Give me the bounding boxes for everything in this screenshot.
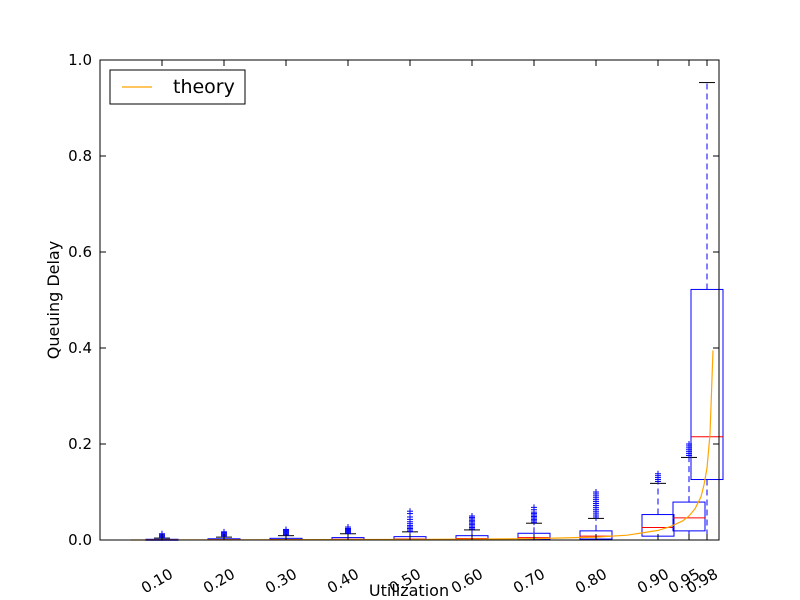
legend: theory <box>109 69 246 105</box>
y-tick-label: 0.4 <box>68 339 92 357</box>
box <box>672 501 706 532</box>
outlier-point <box>593 489 599 495</box>
legend-label-theory: theory <box>173 76 235 98</box>
y-axis: 0.0 0.2 0.4 0.6 0.8 1.0 <box>68 51 719 549</box>
box-group <box>641 470 675 541</box>
outlier-point <box>407 508 413 515</box>
x-tick-label: 0.40 <box>324 565 362 597</box>
x-tick-label: 0.30 <box>262 565 300 597</box>
y-tick-label: 0.2 <box>68 435 92 453</box>
box-group <box>672 441 706 541</box>
box <box>641 514 675 537</box>
y-tick-label: 0.8 <box>68 147 92 165</box>
plot-frame <box>99 59 720 541</box>
y-axis-label: Queuing Delay <box>44 241 63 359</box>
x-axis: 0.10 0.20 0.30 0.40 0.50 0.60 0.70 0.80 0.900.95… <box>138 60 721 597</box>
legend-frame <box>109 69 246 105</box>
x-tick-label: 0.80 <box>572 565 610 597</box>
x-axis-label: Utilization <box>369 581 449 600</box>
plot-marks <box>130 82 724 541</box>
x-tick-label: 0.10 <box>138 565 176 597</box>
x-tick-label: 0.60 <box>448 565 486 597</box>
box <box>690 288 724 481</box>
y-tick-label: 0.0 <box>68 531 92 549</box>
outlier-point <box>531 504 537 511</box>
theory-line <box>130 350 714 541</box>
outlier-point <box>345 524 351 531</box>
outlier-point <box>469 513 475 519</box>
outlier-point <box>655 470 661 477</box>
y-tick-label: 1.0 <box>68 51 92 69</box>
outlier-point <box>221 528 227 535</box>
box-group <box>579 489 613 541</box>
x-tick-label: 0.20 <box>200 565 238 597</box>
x-tick-label: 0.70 <box>510 565 548 597</box>
y-tick-label: 0.6 <box>68 243 92 261</box>
outlier-point <box>283 526 289 533</box>
